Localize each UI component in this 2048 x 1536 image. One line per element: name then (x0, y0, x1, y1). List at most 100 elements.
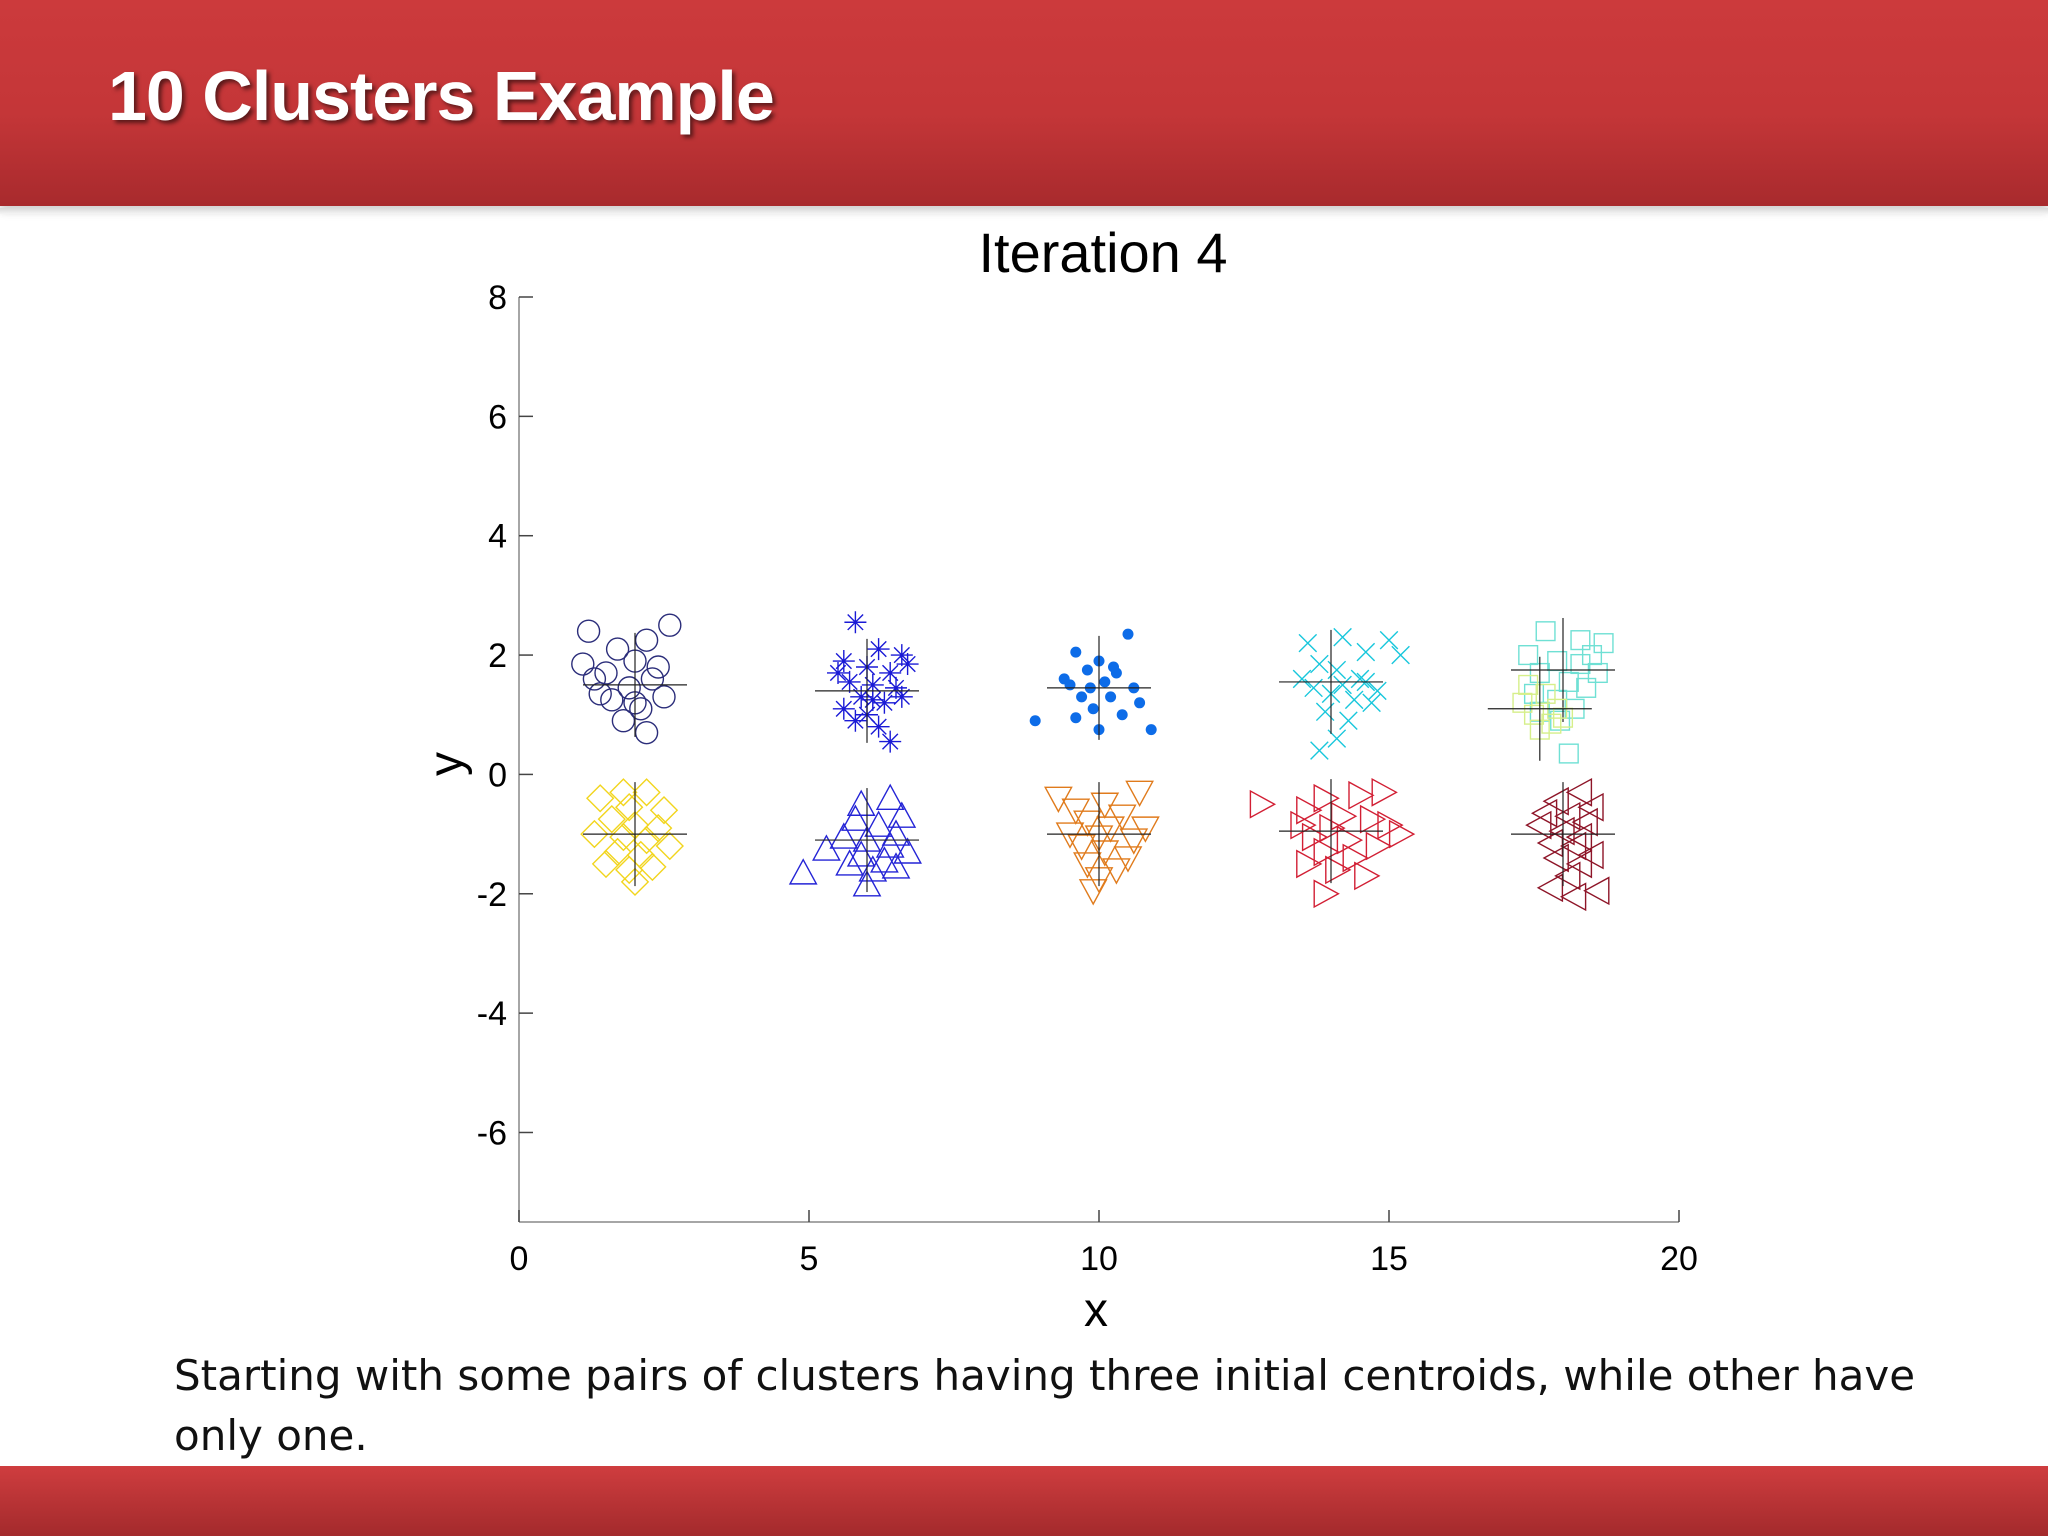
data-point (603, 837, 632, 867)
data-point (893, 837, 922, 864)
data-point (1249, 789, 1277, 819)
data-point (1298, 633, 1318, 653)
cluster-series (815, 611, 919, 753)
data-point (1559, 831, 1587, 861)
data-point (1073, 852, 1102, 879)
y-tick-label: -6 (477, 1114, 507, 1152)
data-point (873, 691, 896, 714)
header-rule (0, 208, 2048, 214)
data-point (582, 667, 607, 691)
data-point (640, 667, 665, 691)
data-point (571, 652, 595, 676)
data-point (1344, 690, 1364, 710)
data-point (1554, 801, 1581, 831)
centroid-crosshair (1047, 782, 1151, 887)
data-point (1530, 798, 1558, 828)
data-point (1122, 628, 1134, 640)
data-point (632, 778, 661, 807)
data-point (615, 855, 644, 885)
data-point (1570, 630, 1591, 651)
data-point (827, 661, 849, 684)
centroid-crosshair (1511, 617, 1615, 722)
y-tick-label: 8 (488, 279, 507, 317)
cluster-series (788, 783, 922, 897)
centroid-crosshair (1487, 656, 1592, 761)
x-tick-label: 5 (800, 1240, 819, 1278)
data-point (1559, 882, 1587, 912)
data-point (1391, 645, 1410, 665)
slide-caption: Starting with some pairs of clusters hav… (174, 1351, 1916, 1460)
data-point (1593, 633, 1614, 654)
data-point (1313, 879, 1340, 909)
data-point (1296, 849, 1323, 879)
data-point (609, 822, 638, 852)
data-point (1081, 664, 1093, 676)
data-point (890, 685, 913, 708)
footer-band (0, 1466, 2048, 1536)
data-point (788, 858, 818, 885)
data-point (638, 852, 667, 882)
x-tick-label: 15 (1370, 1240, 1408, 1278)
data-point (1371, 777, 1398, 807)
data-point (1359, 804, 1387, 834)
data-point (646, 655, 670, 679)
cluster-series (1044, 780, 1160, 906)
data-point (1108, 661, 1119, 673)
centroid-crosshair (583, 632, 687, 737)
data-point (832, 650, 855, 673)
centroid-crosshair (1279, 629, 1383, 734)
data-point (879, 661, 902, 684)
data-point (875, 783, 905, 810)
centroid-crosshair (1047, 635, 1151, 740)
data-point (1583, 876, 1610, 906)
data-point (1099, 676, 1111, 688)
data-point (861, 688, 884, 711)
data-point (634, 720, 659, 745)
data-point (1313, 783, 1340, 813)
data-point (1105, 691, 1117, 703)
data-point (644, 813, 673, 843)
data-point (838, 670, 861, 693)
data-point (1587, 662, 1608, 684)
data-point (841, 804, 870, 831)
y-tick-label: -2 (477, 876, 507, 914)
data-point (881, 819, 911, 846)
data-point (1310, 741, 1329, 760)
header-band (0, 0, 2048, 214)
x-tick-label: 0 (510, 1240, 529, 1278)
x-tick-label: 20 (1660, 1240, 1698, 1278)
data-point (864, 810, 893, 837)
data-point (591, 849, 621, 879)
data-point (1525, 810, 1552, 840)
y-tick-label: -4 (477, 995, 507, 1033)
data-point (617, 676, 641, 700)
data-point (812, 834, 841, 861)
data-point (1576, 677, 1597, 698)
centroid-crosshair (1511, 782, 1615, 887)
data-point (1076, 691, 1088, 703)
data-point (576, 619, 601, 643)
data-point (1554, 861, 1581, 891)
data-point (1319, 813, 1346, 843)
data-point (1542, 843, 1569, 873)
data-point (649, 796, 679, 825)
centroid-crosshair (583, 782, 687, 887)
data-point (844, 611, 867, 634)
data-point (1067, 834, 1096, 861)
data-point (1096, 816, 1125, 843)
data-point (844, 709, 867, 732)
data-point (594, 661, 618, 685)
data-point (1058, 673, 1070, 685)
data-point (1348, 780, 1375, 810)
data-point (846, 840, 876, 867)
data-point (1070, 646, 1082, 658)
data-point (1577, 792, 1604, 822)
cluster-series (571, 613, 687, 745)
data-point (1339, 711, 1358, 731)
data-point (1333, 675, 1352, 695)
cluster-series (1511, 777, 1615, 912)
data-point (1325, 855, 1352, 885)
cluster-series (1249, 777, 1416, 909)
data-point (626, 840, 655, 870)
data-point (1365, 831, 1393, 861)
